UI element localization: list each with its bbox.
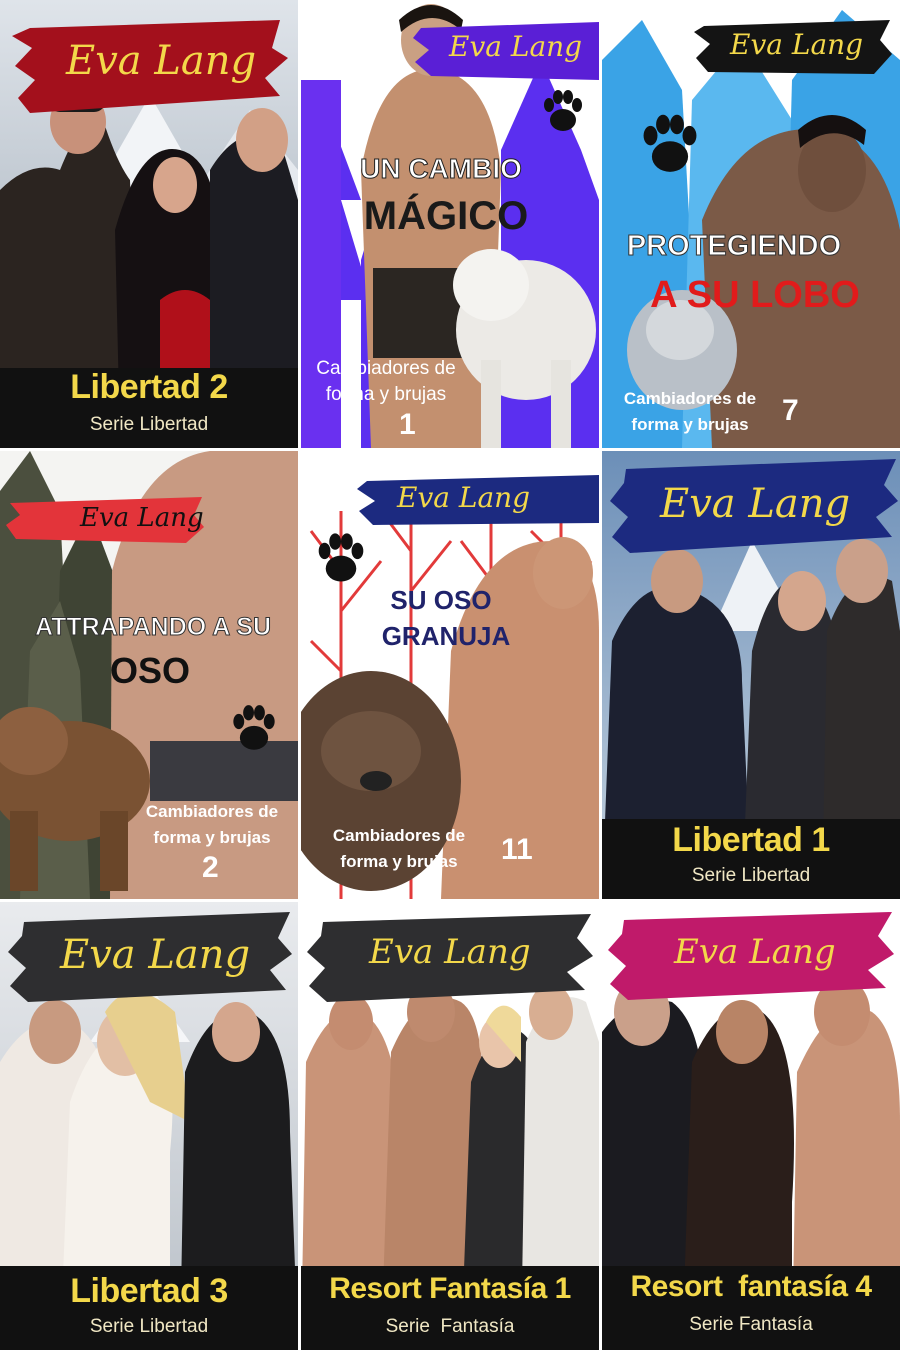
cover-su-oso-granuja[interactable]: Eva Lang SU OSO GRANUJA Cambiadores de f…: [301, 451, 599, 899]
series-number: 1: [399, 408, 416, 441]
author-brush-stroke: [307, 914, 593, 1002]
series-line1: Cambiadores de: [145, 802, 279, 821]
author-name: Eva Lang: [397, 481, 531, 514]
book-title: Resort fantasía 4: [630, 1270, 872, 1303]
book-title: Libertad 3: [70, 1272, 228, 1310]
book-headline-line1: SU OSO: [390, 585, 492, 615]
author-brush-stroke: [6, 497, 204, 543]
series-number: 11: [501, 833, 533, 866]
author-name: Eva Lang: [66, 38, 257, 84]
paw-icon: [318, 533, 364, 582]
book-headline-line1: PROTEGIENDO: [626, 230, 842, 262]
book-headline-line2: GRANUJA: [381, 621, 511, 651]
cover-art: [602, 0, 900, 448]
cover-resort-fantasia-1[interactable]: Eva Lang Resort Fantasía 1 Serie Fantasí…: [301, 902, 599, 1350]
series-line1: Cambiadores de: [316, 358, 456, 379]
author-brush-stroke: [357, 475, 599, 525]
series-line2: forma y brujas: [340, 852, 458, 871]
title-band: [301, 1266, 599, 1350]
book-headline-line2: MÁGICO: [363, 194, 529, 238]
author-name: Eva Lang: [449, 30, 583, 63]
book-title: Libertad 1: [672, 821, 830, 859]
author-brush-stroke: [694, 20, 892, 74]
series-name: Serie Fantasía: [385, 1316, 515, 1337]
title-band: [0, 368, 298, 448]
author-name: Eva Lang: [730, 28, 864, 61]
book-headline-line1: UN CAMBIO: [360, 153, 523, 184]
series-line2: forma y brujas: [631, 415, 749, 434]
author-name: Eva Lang: [369, 932, 531, 972]
cover-protegiendo-a-su-lobo[interactable]: Eva Lang PROTEGIENDO A SU LOBO Cambiador…: [602, 0, 900, 448]
book-title: Libertad 2: [70, 368, 228, 406]
author-brush-stroke: [8, 912, 292, 1002]
series-name: Serie Fantasía: [689, 1314, 813, 1335]
series-line2: forma y brujas: [325, 384, 447, 405]
author-brush-stroke: [12, 20, 288, 113]
cover-un-cambio-magico[interactable]: Eva Lang UN CAMBIO MÁGICO Cambiadores de…: [301, 0, 599, 448]
book-headline-line2: A SU LOBO: [650, 274, 860, 316]
cover-libertad-2[interactable]: Eva Lang Libertad 2 Serie Libertad: [0, 0, 298, 448]
series-line1: Cambiadores de: [623, 389, 757, 408]
series-name: Serie Libertad: [89, 1316, 209, 1337]
paw-icon: [544, 90, 582, 131]
series-name: Serie Libertad: [89, 414, 209, 435]
cover-libertad-1[interactable]: Eva Lang Libertad 1 Serie Libertad: [602, 451, 900, 899]
author-brush-stroke: [608, 912, 894, 1000]
author-brush-stroke: [610, 459, 898, 553]
series-name: Serie Libertad: [691, 865, 811, 886]
book-title: Resort Fantasía 1: [329, 1272, 571, 1305]
series-number: 7: [782, 394, 799, 427]
author-name: Eva Lang: [80, 503, 204, 533]
series-number: 2: [202, 851, 219, 884]
cover-attrapando-a-su-oso[interactable]: Eva Lang ATTRAPANDO A SU OSO Cambiadores…: [0, 451, 298, 899]
series-line2: forma y brujas: [153, 828, 271, 847]
cover-libertad-3[interactable]: Eva Lang Libertad 3 Serie Libertad: [0, 902, 298, 1350]
title-band: [0, 1266, 298, 1350]
book-headline-line2: OSO: [109, 650, 190, 691]
title-band: [602, 1266, 900, 1350]
author-name: Eva Lang: [60, 932, 251, 978]
title-band: [602, 819, 900, 899]
series-line1: Cambiadores de: [332, 826, 466, 845]
cover-resort-fantasia-4[interactable]: Eva Lang Resort fantasía 4 Serie Fantasí…: [602, 902, 900, 1350]
author-name: Eva Lang: [674, 932, 836, 972]
book-headline-line1: ATTRAPANDO A SU: [34, 613, 272, 641]
cover-art: [301, 451, 599, 899]
author-name: Eva Lang: [660, 481, 851, 527]
paw-icon: [643, 114, 697, 172]
author-brush-stroke: [413, 22, 599, 80]
paw-icon: [233, 705, 275, 750]
